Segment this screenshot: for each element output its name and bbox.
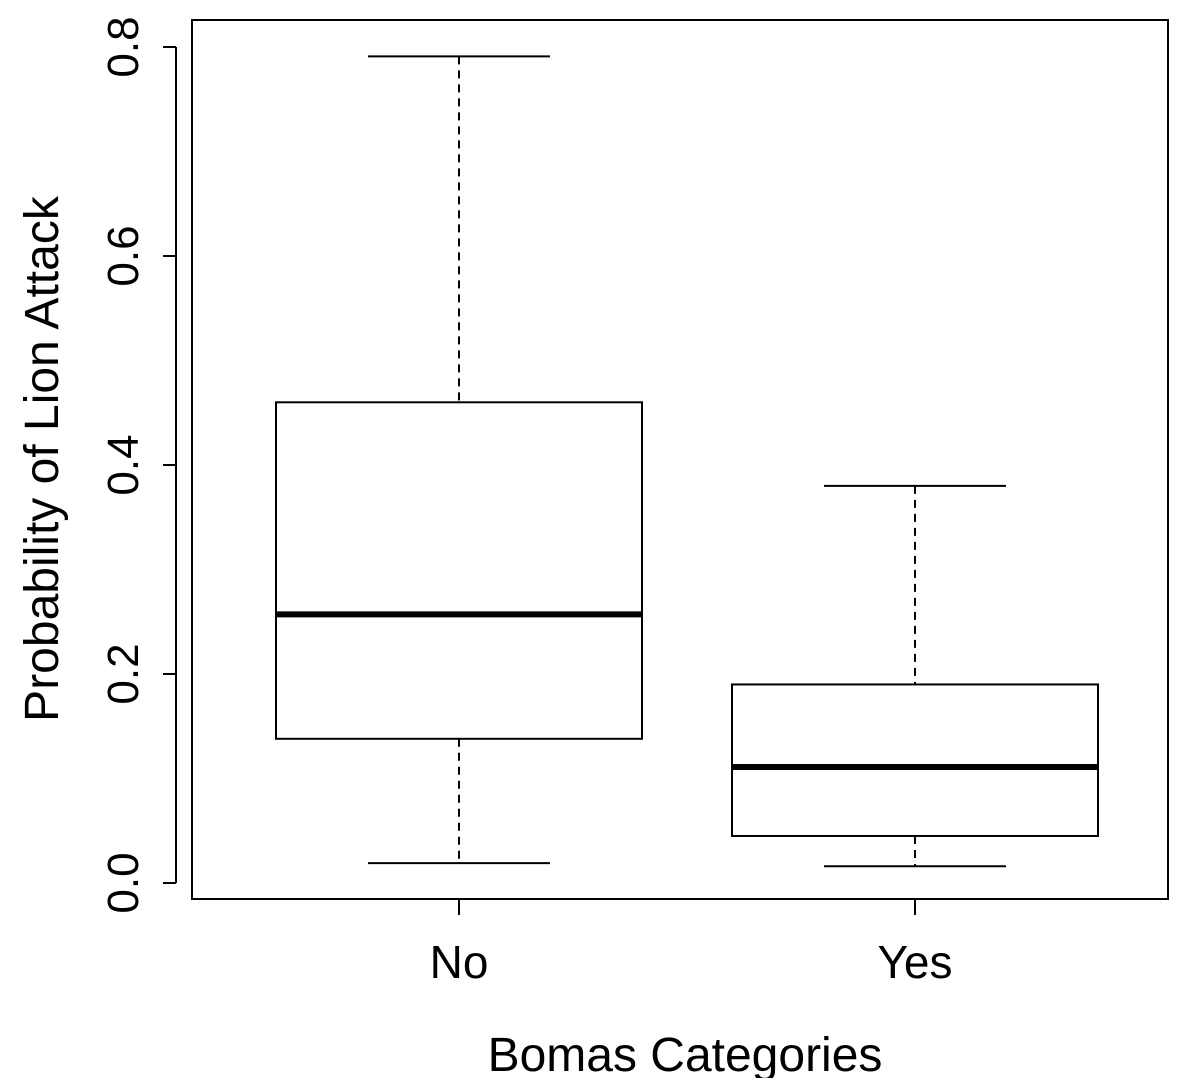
- y-axis-title: Probability of Lion Attack: [16, 195, 69, 722]
- y-tick-label: 0.2: [99, 643, 148, 704]
- y-tick-label: 0.8: [99, 16, 148, 77]
- interquartile-box: [731, 683, 1099, 837]
- x-tick-label: Yes: [877, 936, 952, 988]
- y-tick-label: 0.0: [99, 852, 148, 913]
- interquartile-box: [275, 401, 643, 740]
- x-axis: No Yes: [430, 899, 953, 988]
- y-tick-label: 0.4: [99, 434, 148, 495]
- box-series: [275, 55, 1099, 868]
- x-axis-title: Bomas Categories: [488, 1029, 883, 1078]
- x-tick-label: No: [430, 936, 489, 988]
- y-tick-label: 0.6: [99, 225, 148, 286]
- box-no: [275, 55, 643, 865]
- box-yes: [731, 484, 1099, 868]
- y-axis: 0.0 0.2 0.4 0.6 0.8: [99, 16, 177, 914]
- plot-frame: [191, 19, 1169, 900]
